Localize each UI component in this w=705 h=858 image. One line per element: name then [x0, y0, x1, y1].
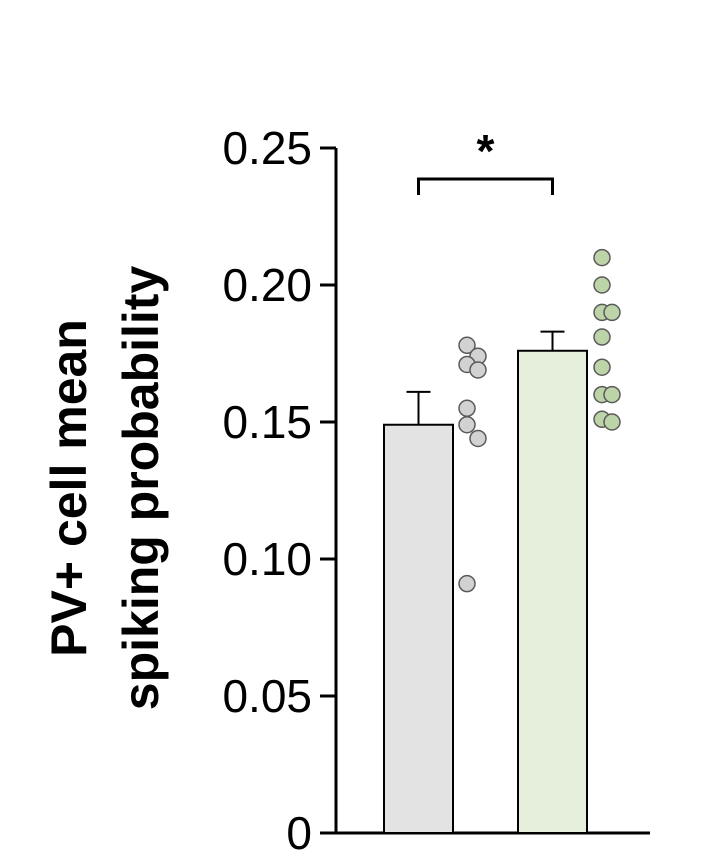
data-point — [469, 429, 487, 448]
y-tick-label: 0 — [286, 807, 312, 858]
error-bars — [406, 330, 565, 425]
y-tick-label: 0.25 — [222, 122, 312, 174]
y-axis-title-line-1: PV+ cell mean — [41, 319, 97, 657]
data-point — [593, 358, 611, 376]
data-point — [458, 574, 476, 593]
bars — [383, 349, 588, 834]
y-tick-label: 0.20 — [222, 259, 312, 311]
data-point — [458, 336, 476, 355]
y-tick-label: 0.10 — [222, 533, 312, 585]
data-point — [593, 276, 611, 294]
bar — [517, 349, 588, 834]
data-point — [458, 399, 476, 418]
data-point — [458, 415, 476, 434]
data-point — [593, 248, 611, 267]
data-point — [469, 361, 487, 379]
data-point — [603, 303, 621, 322]
y-axis-title-line-2: spiking probability — [113, 266, 169, 711]
bar — [383, 423, 454, 834]
y-axis-title: PV+ cell mean spiking probability — [41, 266, 169, 711]
significance-bracket — [417, 177, 554, 195]
y-tick-label: 0.15 — [222, 396, 312, 448]
data-point — [603, 385, 621, 404]
data-points — [458, 248, 621, 593]
significance-marker: * — [477, 125, 495, 177]
axes: 0 0.05 0.10 0.15 0.20 0.25 — [222, 122, 650, 858]
significance-annotation: * — [417, 125, 554, 195]
data-point — [593, 328, 611, 346]
y-tick-label: 0.05 — [222, 670, 312, 722]
data-point — [603, 413, 621, 431]
